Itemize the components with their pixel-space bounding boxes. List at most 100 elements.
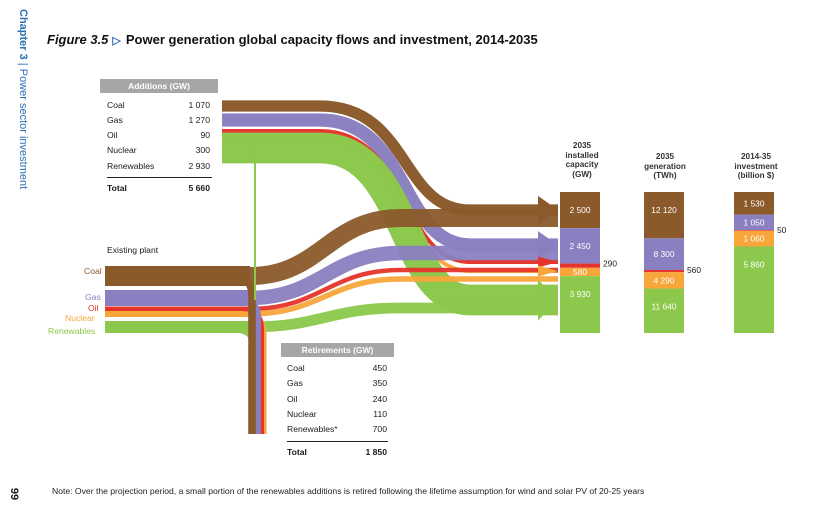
bar-label-nuclear: 580 (573, 267, 587, 277)
bar-segment-coal (560, 192, 600, 229)
column-header-line: (TWh) (653, 171, 677, 180)
chapter-number: Chapter 3 (17, 9, 29, 60)
additions-row-name: Renewables (107, 161, 155, 171)
bar-label-renewables: 11 640 (652, 302, 677, 312)
retirements-row-name: Oil (287, 394, 298, 404)
bar-segment-coal (644, 192, 684, 239)
additions-row-name: Coal (107, 100, 125, 110)
retirements-divider (287, 441, 388, 442)
retirements-row-value: 110 (373, 409, 387, 419)
footnote: Note: Over the projection period, a smal… (52, 486, 645, 496)
retirements-total-label: Total (287, 447, 307, 457)
retirement-flow-coal (150, 272, 256, 434)
existing-gas-label: Gas (85, 292, 101, 302)
bar-segment-oil (734, 230, 774, 231)
page-number: 99 (8, 487, 21, 501)
bar-segment-oil (560, 263, 600, 268)
flow-arrowhead-coal (538, 195, 558, 225)
stacked-bars: 2 500 2 450 290 580 3 930 12 120 8 300 560 4 290… (560, 192, 787, 333)
addition-flow-coal (222, 100, 558, 216)
existing-coal-label: Coal (84, 266, 102, 276)
column-header-line: 2035 (572, 141, 592, 150)
column-header-line: 2014-35 (740, 152, 772, 161)
additions-row-name: Nuclear (107, 145, 137, 155)
bar-label-gas: 2 450 (570, 241, 591, 251)
retirements-table: Coal 450 Gas 350 Oil 240 Nuclear 110 Ren… (281, 357, 394, 465)
bar-label-renewables: 3 930 (570, 289, 591, 299)
column-header-line: 2035 (655, 152, 675, 161)
additions-table: Coal 1 070 Gas 1 270 Oil 90 Nuclear 300 … (100, 93, 218, 199)
bar-segment-renewables (644, 288, 684, 333)
flow-arrowhead-nuclear (538, 265, 558, 277)
existing-to-capacity-renewables (249, 302, 558, 333)
bar-segment-gas (560, 228, 600, 264)
bar-label-gas: 1 050 (744, 217, 765, 227)
bar-label-renewables: 5 860 (744, 259, 765, 269)
bar-segment-oil (644, 270, 684, 273)
addition-flow-gas (222, 113, 558, 252)
column-header-line: capacity (565, 160, 599, 169)
chapter-separator: | (17, 59, 29, 69)
bar-segment-renewables (560, 276, 600, 333)
retirements-row-name: Coal (287, 363, 305, 373)
retirements-row-value: 240 (372, 394, 387, 404)
additions-row-value: 90 (200, 130, 210, 140)
retirements-row-name: Nuclear (287, 409, 317, 419)
bar-segment-gas (644, 238, 684, 271)
additions-row-value: 2 930 (188, 161, 210, 171)
bar-label-oil: 560 (687, 265, 701, 275)
bar-segment-renewables (734, 246, 774, 333)
flow-arrowhead-gas (538, 231, 558, 259)
figure-header: Figure 3.5 ▷ Power generation global capac… (47, 32, 538, 47)
bar-label-gas: 8 300 (654, 249, 675, 259)
column-header-line: investment (734, 161, 778, 171)
bar-label-oil: 290 (603, 259, 617, 269)
additions-total-label: Total (107, 183, 127, 193)
retirements-total-value: 1 850 (365, 447, 387, 457)
figure-number: Figure 3.5 (47, 32, 109, 47)
additions-row-value: 1 270 (188, 115, 210, 125)
column-header-investment: 2014-35 investment (billion $) (716, 152, 796, 181)
additions-table-header: Additions (GW) (100, 79, 218, 93)
existing-to-capacity-coal (249, 209, 558, 285)
additions-row-value: 1 070 (188, 100, 210, 110)
additions-row-name: Gas (107, 115, 123, 125)
column-header-line: generation (644, 161, 686, 171)
bar-label-nuclear: 1 060 (744, 234, 765, 244)
flow-arrowhead-renewables (538, 279, 558, 321)
additions-row-value: 300 (195, 145, 210, 155)
existing-to-capacity-oil (249, 267, 558, 312)
column-header-line: (GW) (572, 169, 592, 179)
retirement-flow-gas (150, 295, 261, 434)
figure-title: Power generation global capacity flows a… (125, 32, 538, 47)
retirements-row-value: 350 (372, 378, 387, 388)
chapter-title: Power sector investment (17, 68, 29, 190)
sankey-flows (105, 100, 558, 434)
bar-label-nuclear: 4 290 (654, 275, 675, 285)
retirement-flow-renewables (150, 321, 262, 434)
column-header-line: (billion $) (737, 171, 775, 180)
flow-arrowhead-oil (538, 256, 558, 268)
retirements-row-value: 450 (372, 363, 387, 373)
additions-divider (107, 177, 212, 178)
column-header-generation: 2035 generation (TWh) (625, 152, 705, 181)
bar-label-coal: 1 530 (744, 198, 765, 208)
bar-label-coal: 2 500 (570, 205, 591, 215)
triangle-icon: ▷ (112, 35, 121, 47)
column-header-capacity: 2035 installed capacity (GW) (542, 141, 622, 179)
existing-nuclear-label: Nuclear (65, 313, 95, 323)
additions-total-value: 5 660 (188, 183, 210, 193)
existing-to-capacity-nuclear (249, 276, 558, 317)
column-header-line: installed (565, 150, 599, 160)
existing-renewables-label: Renewables (48, 326, 96, 336)
existing-to-capacity-gas (249, 245, 558, 306)
existing-plant-label: Existing plant (107, 245, 159, 255)
bar-segment-nuclear (734, 230, 774, 247)
additions-row-name: Oil (107, 130, 118, 140)
retirements-row-name: Gas (287, 378, 303, 388)
existing-oil-label: Oil (88, 303, 99, 313)
bar-label-oil: 50 (777, 225, 787, 235)
retirements-row-name: Renewables* (287, 424, 338, 434)
bar-label-coal: 12 120 (651, 205, 677, 215)
